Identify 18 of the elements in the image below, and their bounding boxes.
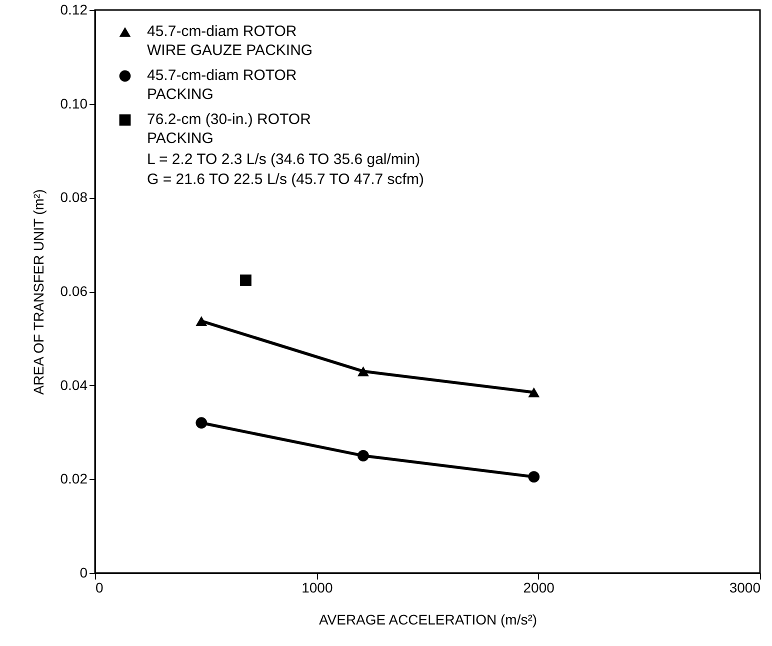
x-tick-label: 0 [96, 580, 104, 596]
x-tick-label: 1000 [302, 580, 333, 596]
y-tick-label: 0.12 [60, 2, 88, 18]
y-tick-label: 0.10 [60, 95, 88, 112]
x-axis-title: AVERAGE ACCELERATION (m/s²) [318, 612, 538, 628]
annotation: G = 21.6 TO 22.5 L/s (45.7 TO 47.7 scfm) [147, 171, 424, 188]
y-tick-label: 0.04 [60, 376, 88, 393]
x-tick-label: 3000 [729, 580, 761, 596]
annotation: L = 2.2 TO 2.3 L/s (34.6 TO 35.6 gal/min) [147, 151, 420, 168]
legend-label: 45.7-cm-diam ROTOR PACKING [147, 67, 297, 103]
legend-label: 76.2-cm (30-in.) ROTOR PACKING [147, 111, 312, 147]
y-tick-label: 0.02 [60, 470, 88, 487]
y-axis-title: AREA OF TRANSFER UNIT (m²) [30, 189, 46, 395]
x-tick-label: 2000 [523, 580, 555, 596]
legend-label: 45.7-cm-diam ROTOR WIRE GAUZE PACKING [147, 23, 313, 59]
y-tick-label: 0.08 [60, 189, 88, 206]
y-tick-label: 0.06 [60, 283, 88, 299]
y-tick-label: 0 [80, 564, 88, 580]
